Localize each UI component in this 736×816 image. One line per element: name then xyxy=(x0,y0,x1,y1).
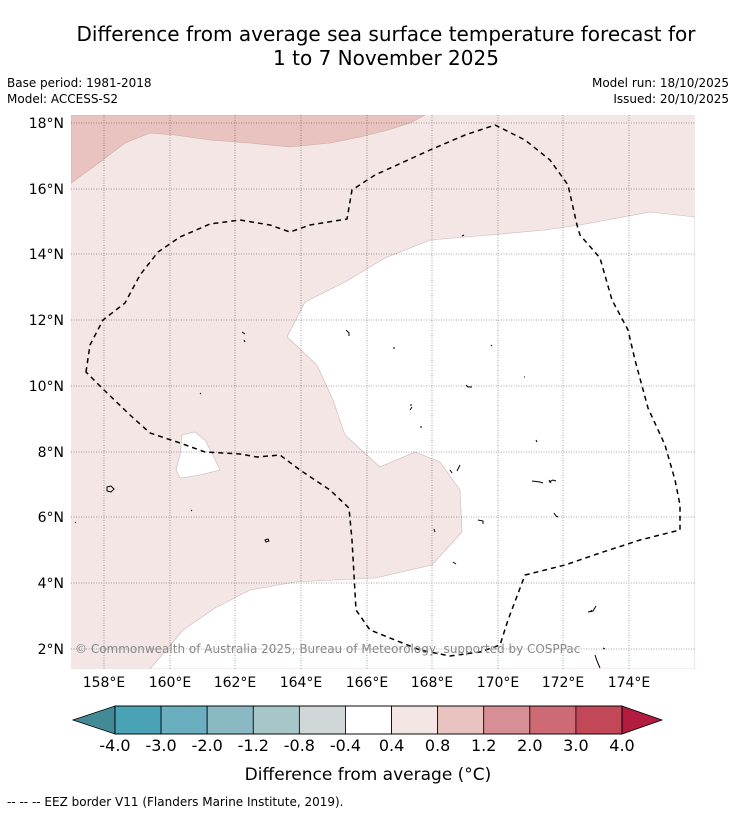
island-4 xyxy=(548,479,557,484)
lon-label-168: 168°E xyxy=(411,675,454,691)
colorbar-high-extend xyxy=(621,705,664,735)
lon-label-166: 166°E xyxy=(346,675,389,691)
colorbar-tick-label: 2.0 xyxy=(517,736,542,755)
island-2 xyxy=(264,538,270,543)
island-14 xyxy=(345,329,350,336)
colorbar-segment xyxy=(345,705,392,735)
colorbar: -4.0 -3.0 -2.0 -1.2 -0.8 -0.4 0.4 0.8 1.2 2.0 3.0 4… xyxy=(71,705,664,785)
meta-right: Model run: 18/10/2025 Issued: 20/10/2025 xyxy=(592,75,729,107)
issued-date: Issued: 20/10/2025 xyxy=(613,92,729,106)
lat-label-4: 4°N xyxy=(38,576,64,592)
lat-label-8: 8°N xyxy=(38,445,64,461)
colorbar-tick-label: 1.2 xyxy=(471,736,496,755)
lon-labels: 158°E 160°E 162°E 164°E 166°E 168°E 170°… xyxy=(83,675,651,691)
colorbar-segment xyxy=(298,705,346,735)
map-title: Difference from average sea surface temp… xyxy=(0,22,736,70)
anomaly-region-neutral-east xyxy=(149,211,695,669)
lat-label-12: 12°N xyxy=(29,313,64,329)
title-line-2: 1 to 7 November 2025 xyxy=(273,46,499,70)
colorbar-tick-label: -4.0 xyxy=(99,736,130,755)
colorbar-tick-label: 0.8 xyxy=(425,736,450,755)
colorbar-tick-label: -0.8 xyxy=(284,736,315,755)
island-10 xyxy=(452,561,457,565)
island-8 xyxy=(594,654,601,669)
lon-label-174: 174°E xyxy=(608,675,651,691)
colorbar-segment xyxy=(114,705,162,735)
colorbar-segment xyxy=(483,705,531,735)
island-11 xyxy=(477,519,484,524)
colorbar-segment xyxy=(391,705,439,735)
colorbar-tick-label: -0.4 xyxy=(330,736,361,755)
colorbar-segment xyxy=(437,705,485,735)
lon-label-164: 164°E xyxy=(280,675,323,691)
anomaly-region-neutral-small xyxy=(175,431,221,479)
lat-label-16: 16°N xyxy=(29,182,64,198)
gridlines xyxy=(71,115,695,669)
colorbar-low-extend xyxy=(71,705,116,735)
lon-label-160: 160°E xyxy=(149,675,192,691)
island-24 xyxy=(190,509,193,512)
colorbar-tick-label: -2.0 xyxy=(192,736,223,755)
colorbar-segment xyxy=(252,705,300,735)
lon-label-158: 158°E xyxy=(83,675,126,691)
colorbar-tick-label: -1.2 xyxy=(238,736,269,755)
colorbar-segment xyxy=(206,705,254,735)
sst-anomaly-field xyxy=(71,115,695,669)
island-5 xyxy=(553,512,559,518)
island-12 xyxy=(433,528,436,533)
island-16 xyxy=(409,404,413,411)
lon-label-172: 172°E xyxy=(542,675,585,691)
island-22 xyxy=(535,439,538,443)
island-17 xyxy=(465,384,472,388)
colorbar-tick-label: -3.0 xyxy=(145,736,176,755)
lat-label-10: 10°N xyxy=(29,379,64,395)
island-25 xyxy=(74,521,77,524)
island-7 xyxy=(587,605,597,613)
title-line-1: Difference from average sea surface temp… xyxy=(76,22,696,46)
islands xyxy=(74,234,606,669)
colorbar-segment xyxy=(529,705,577,735)
lon-label-170: 170°E xyxy=(477,675,520,691)
model-name: Model: ACCESS-S2 xyxy=(7,92,119,106)
island-18 xyxy=(490,344,493,347)
lat-label-14: 14°N xyxy=(29,247,64,263)
lat-label-6: 6°N xyxy=(38,510,64,526)
lat-label-18: 18°N xyxy=(29,116,64,132)
colorbar-segment xyxy=(160,705,208,735)
colorbar-tick-label: 3.0 xyxy=(563,736,588,755)
copyright-text: © Commonwealth of Australia 2025, Bureau… xyxy=(75,642,580,656)
colorbar-segments xyxy=(114,705,623,735)
island-15 xyxy=(461,234,465,237)
island-23 xyxy=(199,392,202,395)
eez-border xyxy=(85,124,681,657)
colorbar-outline xyxy=(114,705,623,735)
meta-left: Base period: 1981-2018 Model: ACCESS-S2 xyxy=(7,75,152,107)
lon-label-162: 162°E xyxy=(214,675,257,691)
model-run: Model run: 18/10/2025 xyxy=(591,76,729,90)
island-13 xyxy=(241,331,246,343)
colorbar-label: Difference from average (°C) xyxy=(245,765,492,785)
lat-labels: 18°N 16°N 14°N 12°N 10°N 8°N 6°N 4°N 2°N xyxy=(29,116,64,658)
colorbar-tick-label: 0.4 xyxy=(379,736,404,755)
colorbar-tick-label: 4.0 xyxy=(609,736,634,755)
eez-legend-note: -- -- -- EEZ border V11 (Flanders Marine… xyxy=(7,795,344,809)
island-9 xyxy=(602,647,606,650)
lat-label-2: 2°N xyxy=(38,642,64,658)
colorbar-segment xyxy=(575,705,623,735)
colorbar-ticks: -4.0 -3.0 -2.0 -1.2 -0.8 -0.4 0.4 0.8 1.2 2.0 3.0 4… xyxy=(99,736,634,755)
anomaly-region-0.8-1.2 xyxy=(71,115,426,184)
base-period: Base period: 1981-2018 xyxy=(7,76,152,90)
island-3 xyxy=(531,480,544,484)
island-1 xyxy=(106,485,115,493)
island-6 xyxy=(449,464,461,474)
